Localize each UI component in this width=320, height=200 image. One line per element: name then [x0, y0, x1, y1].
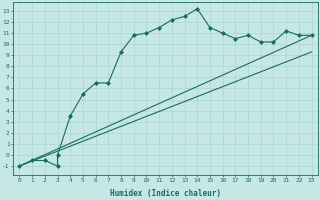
- X-axis label: Humidex (Indice chaleur): Humidex (Indice chaleur): [110, 189, 221, 198]
